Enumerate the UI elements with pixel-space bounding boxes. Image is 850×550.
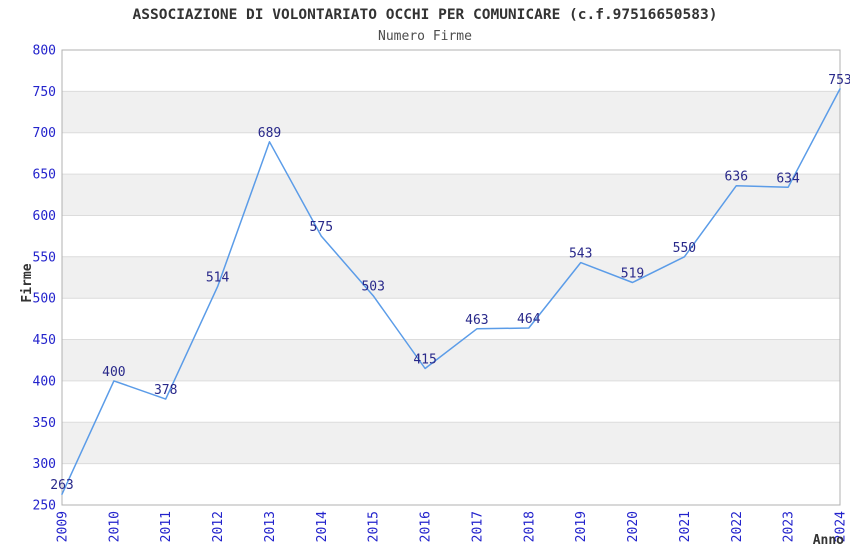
y-tick-label: 400 [33, 374, 56, 389]
point-label: 263 [50, 478, 73, 493]
x-tick-label: 2011 [159, 511, 174, 542]
y-tick-label: 750 [33, 85, 56, 100]
point-label: 575 [310, 220, 333, 235]
x-tick-label: 2019 [574, 511, 589, 542]
y-tick-label: 500 [33, 292, 56, 307]
x-tick-label: 2023 [782, 511, 797, 542]
point-label: 689 [258, 126, 281, 141]
x-tick-label: 2024 [834, 511, 849, 542]
point-label: 503 [361, 280, 384, 295]
x-tick-label: 2016 [419, 511, 434, 542]
point-label: 415 [413, 353, 436, 368]
point-label: 543 [569, 247, 592, 262]
plot-band [62, 422, 840, 464]
x-tick-label: 2013 [263, 511, 278, 542]
chart-subtitle: Numero Firme [378, 29, 472, 44]
x-tick-label: 2010 [107, 511, 122, 542]
point-label: 400 [102, 365, 125, 380]
point-label: 378 [154, 383, 177, 398]
y-tick-label: 450 [33, 333, 56, 348]
x-axis-title: Anno [813, 533, 844, 548]
x-tick-label: 2012 [211, 511, 226, 542]
plot-border [61, 49, 841, 506]
chart-title: ASSOCIAZIONE DI VOLONTARIATO OCCHI PER C… [133, 7, 718, 23]
plot-band [62, 91, 840, 133]
x-tick-label: 2014 [315, 511, 330, 542]
x-tick-label: 2015 [367, 511, 382, 542]
plot-area: 250 300 350 400 450 500 550 600 650 700 750 800 2009… [33, 44, 850, 543]
point-label: 550 [673, 241, 696, 256]
data-line [61, 88, 841, 495]
y-tick-label: 250 [33, 499, 56, 514]
point-label: 463 [465, 313, 488, 328]
point-label: 634 [776, 171, 800, 186]
y-tick-label: 700 [33, 126, 56, 141]
y-tick-label: 600 [33, 209, 56, 224]
point-label: 753 [828, 73, 850, 88]
x-tick-label: 2022 [730, 511, 745, 542]
x-tick-label: 2017 [470, 511, 485, 542]
plot-band [62, 174, 840, 216]
x-tick-label: 2021 [678, 511, 693, 542]
point-label: 636 [725, 170, 748, 185]
y-tick-label: 550 [33, 250, 56, 265]
y-tick-label: 300 [33, 457, 56, 472]
plot-band [62, 339, 840, 381]
x-tick-label: 2009 [56, 511, 71, 542]
point-label: 514 [206, 271, 230, 286]
y-axis-title: Firme [20, 263, 35, 302]
plot-band [62, 256, 840, 299]
x-tick-label: 2018 [522, 511, 537, 542]
x-tick-label: 2020 [626, 511, 641, 542]
y-tick-label: 650 [33, 168, 56, 183]
point-label: 519 [621, 267, 644, 282]
y-tick-label: 350 [33, 416, 56, 431]
y-tick-label: 800 [33, 44, 56, 59]
point-label: 464 [517, 312, 541, 327]
